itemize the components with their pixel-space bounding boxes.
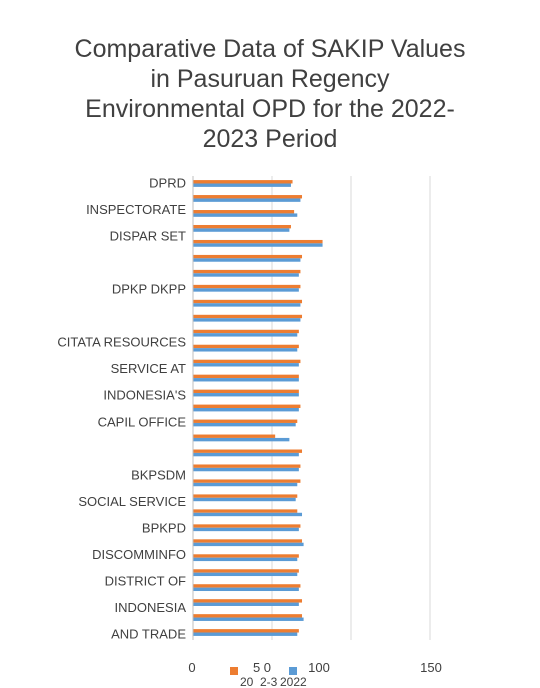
bar-2022-2 <box>193 213 298 217</box>
bar-2023-30 <box>193 629 299 633</box>
bar-2023-20 <box>193 479 301 483</box>
bar-2022-12 <box>193 363 299 367</box>
bar-2023-11 <box>193 344 299 349</box>
bar-2022-27 <box>193 587 299 592</box>
legend-swatch-2023 <box>230 667 238 675</box>
bar-2023-21 <box>193 494 298 498</box>
bar-2023-28 <box>193 599 303 603</box>
bar-2023-7 <box>193 284 301 289</box>
bar-2022-6 <box>193 273 299 277</box>
bar-2022-8 <box>193 303 301 307</box>
bar-2023-29 <box>193 614 303 618</box>
bar-2022-13 <box>193 378 299 382</box>
bar-2022-24 <box>193 542 304 547</box>
legend-label-2022: 2022 <box>280 675 307 688</box>
bar-2023-25 <box>193 554 299 558</box>
category-label: BPKPD <box>142 520 186 535</box>
category-label: DISPAR SET <box>110 229 186 244</box>
bar-2022-4 <box>193 243 323 247</box>
bar-2022-17 <box>193 437 290 442</box>
bar-2023-24 <box>193 539 303 543</box>
category-label: CAPIL OFFICE <box>98 414 187 429</box>
bar-2022-16 <box>193 422 296 427</box>
bar-2023-1 <box>193 195 303 199</box>
category-label: AND TRADE <box>111 626 186 641</box>
bar-2022-1 <box>193 198 301 202</box>
bar-2022-30 <box>193 632 298 636</box>
bar-2023-26 <box>193 569 299 573</box>
category-label: INSPECTORATE <box>86 202 186 217</box>
title-line-1: Comparative Data of SAKIP Values <box>74 35 466 63</box>
bar-2022-29 <box>193 617 304 621</box>
bar-2022-15 <box>193 408 299 412</box>
category-label: CITATA RESOURCES <box>57 335 186 350</box>
bar-2023-10 <box>193 329 299 334</box>
category-label: INDONESIA'S <box>103 388 186 403</box>
category-label: DISCOMMINFO <box>92 547 186 562</box>
bar-2023-2 <box>193 210 295 214</box>
category-label: DISTRICT OF <box>105 573 186 588</box>
legend-label-2023: 20 <box>240 675 254 688</box>
bar-2022-26 <box>193 572 298 577</box>
bar-2022-0 <box>193 183 291 187</box>
x-tick-label: 150 <box>420 660 442 675</box>
category-label: BKPSDM <box>131 467 186 482</box>
x-tick-label: 100 <box>308 660 330 675</box>
bar-2023-14 <box>193 389 299 394</box>
bar-2023-13 <box>193 374 299 379</box>
bar-2023-16 <box>193 419 298 423</box>
x-tick-label: 5 0 <box>253 660 271 675</box>
bar-2022-10 <box>193 333 298 337</box>
bar-2023-3 <box>193 224 291 229</box>
bar-2023-6 <box>193 269 301 274</box>
title-line-4: 2023 Period <box>202 125 338 153</box>
bar-2022-19 <box>193 467 299 472</box>
chart-title: Comparative Data of SAKIP Values in Pasu… <box>40 34 500 154</box>
category-label: INDONESIA <box>114 600 186 615</box>
bar-2023-19 <box>193 464 301 468</box>
bar-2022-20 <box>193 482 298 487</box>
bar-2023-5 <box>193 254 303 259</box>
bar-2022-9 <box>193 318 301 322</box>
bar-2022-21 <box>193 497 296 502</box>
bar-2023-27 <box>193 584 301 588</box>
bar-2023-0 <box>193 180 293 184</box>
title-line-2: in Pasuruan Regency <box>150 65 390 93</box>
bar-2023-9 <box>193 314 303 319</box>
bar-2022-23 <box>193 527 299 532</box>
legend-swatch-2022 <box>289 667 297 675</box>
bar-2023-15 <box>193 404 301 408</box>
bar-2023-23 <box>193 524 301 528</box>
bar-2022-5 <box>193 258 301 262</box>
bar-2023-17 <box>193 434 276 438</box>
bar-2023-12 <box>193 359 301 364</box>
bar-2022-25 <box>193 557 298 562</box>
bar-2023-18 <box>193 449 303 453</box>
title-line-3: Environmental OPD for the 2022- <box>85 95 455 123</box>
category-label: SOCIAL SERVICE <box>78 494 186 509</box>
bar-2022-11 <box>193 348 298 352</box>
category-label: DPKP DKPP <box>112 282 186 297</box>
x-tick-label: 0 <box>188 660 195 675</box>
bar-2022-18 <box>193 452 299 457</box>
bar-2023-4 <box>193 239 323 244</box>
legend-label-mid: 2-3 <box>260 675 278 688</box>
bar-2023-8 <box>193 299 303 304</box>
bar-2022-14 <box>193 393 299 397</box>
bar-2022-3 <box>193 228 290 232</box>
bar-2022-28 <box>193 602 299 606</box>
bar-2022-7 <box>193 288 299 292</box>
bar-2023-22 <box>193 509 298 513</box>
category-label: DPRD <box>149 176 186 191</box>
bar-2022-22 <box>193 512 303 517</box>
category-label: SERVICE AT <box>111 361 186 376</box>
